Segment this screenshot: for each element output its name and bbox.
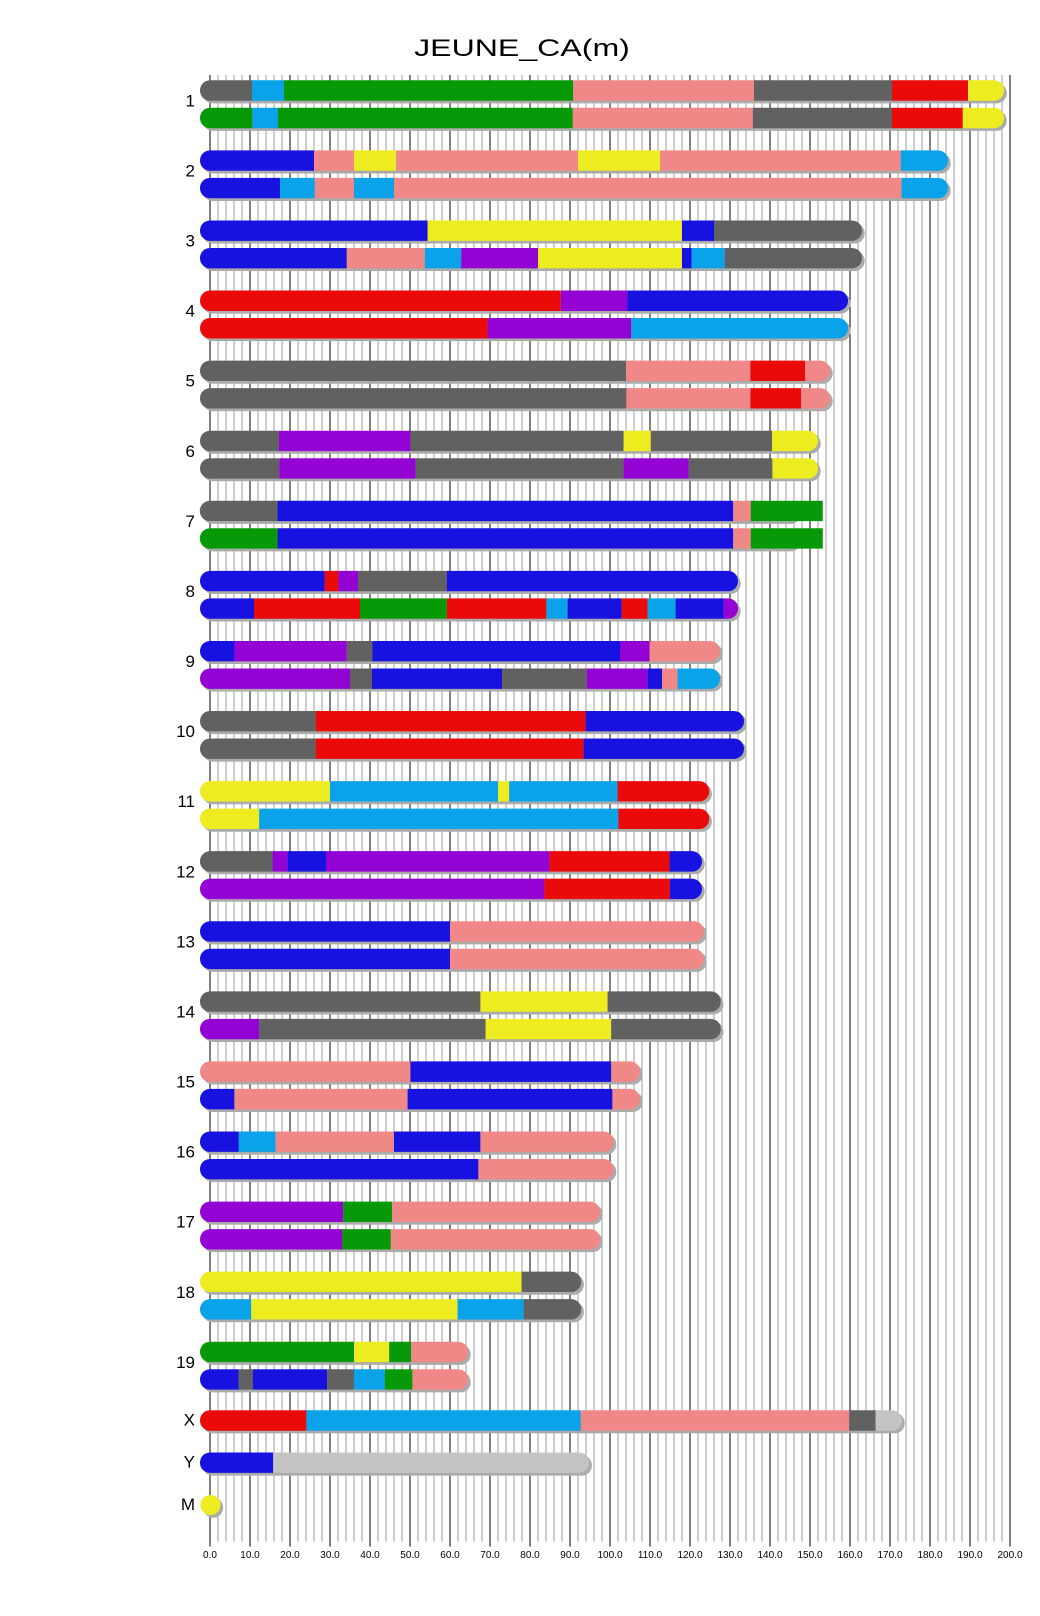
svg-text:140.0: 140.0 — [757, 1550, 782, 1561]
svg-text:20.0: 20.0 — [280, 1550, 300, 1561]
svg-text:11: 11 — [177, 792, 195, 811]
svg-text:200.0: 200.0 — [997, 1550, 1022, 1561]
svg-text:80.0: 80.0 — [520, 1550, 540, 1561]
svg-text:30.0: 30.0 — [320, 1550, 340, 1561]
svg-text:70.0: 70.0 — [480, 1550, 500, 1561]
svg-text:110.0: 110.0 — [638, 1550, 663, 1561]
svg-text:0.0: 0.0 — [203, 1550, 217, 1561]
svg-text:15: 15 — [176, 1073, 195, 1092]
svg-text:2: 2 — [186, 161, 195, 180]
svg-text:4: 4 — [186, 302, 195, 321]
svg-text:10.0: 10.0 — [240, 1550, 260, 1561]
svg-text:170.0: 170.0 — [877, 1550, 902, 1561]
svg-text:180.0: 180.0 — [917, 1550, 942, 1561]
svg-text:90.0: 90.0 — [560, 1550, 580, 1561]
svg-text:9: 9 — [186, 652, 195, 671]
svg-text:5: 5 — [186, 372, 195, 391]
svg-text:3: 3 — [186, 232, 195, 251]
svg-text:7: 7 — [186, 512, 195, 531]
svg-text:18: 18 — [176, 1283, 195, 1302]
svg-text:16: 16 — [176, 1143, 195, 1162]
svg-text:190.0: 190.0 — [957, 1550, 982, 1561]
svg-text:10: 10 — [176, 722, 195, 741]
svg-text:M: M — [181, 1495, 195, 1514]
svg-text:19: 19 — [176, 1353, 195, 1372]
svg-text:14: 14 — [176, 1002, 195, 1021]
svg-text:150.0: 150.0 — [797, 1550, 822, 1561]
svg-text:100.0: 100.0 — [597, 1550, 622, 1561]
svg-text:17: 17 — [176, 1213, 195, 1232]
svg-text:1: 1 — [186, 91, 195, 110]
svg-text:12: 12 — [176, 862, 195, 881]
svg-text:60.0: 60.0 — [440, 1550, 460, 1561]
svg-text:50.0: 50.0 — [400, 1550, 420, 1561]
svg-text:40.0: 40.0 — [360, 1550, 380, 1561]
svg-text:Y: Y — [184, 1453, 195, 1472]
svg-text:8: 8 — [186, 582, 195, 601]
svg-text:160.0: 160.0 — [837, 1550, 862, 1561]
svg-text:JEUNE_CA(m): JEUNE_CA(m) — [414, 35, 630, 62]
svg-text:6: 6 — [186, 442, 195, 461]
svg-text:13: 13 — [176, 932, 195, 951]
svg-text:130.0: 130.0 — [717, 1550, 742, 1561]
svg-text:120.0: 120.0 — [677, 1550, 702, 1561]
svg-text:X: X — [184, 1411, 195, 1430]
